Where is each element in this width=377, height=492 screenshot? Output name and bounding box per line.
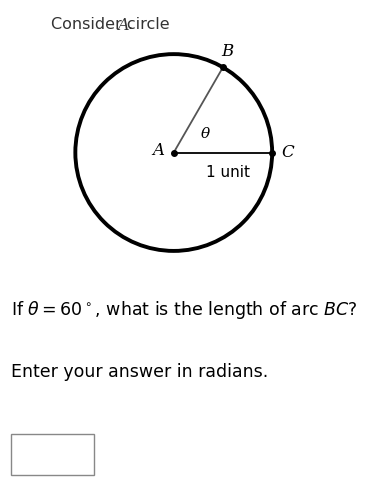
Text: A: A — [118, 17, 129, 34]
FancyBboxPatch shape — [11, 434, 94, 475]
Text: 1 unit: 1 unit — [206, 165, 250, 180]
Text: .: . — [127, 17, 133, 31]
Text: Enter your answer in radians.: Enter your answer in radians. — [11, 363, 268, 381]
Text: A: A — [152, 142, 164, 159]
Text: If $\theta = 60^\circ$, what is the length of arc $\mathit{BC}$?: If $\theta = 60^\circ$, what is the leng… — [11, 299, 358, 321]
Text: B: B — [222, 43, 234, 61]
Text: C: C — [281, 144, 294, 161]
Text: θ: θ — [201, 127, 210, 142]
Text: Consider circle: Consider circle — [51, 17, 175, 31]
